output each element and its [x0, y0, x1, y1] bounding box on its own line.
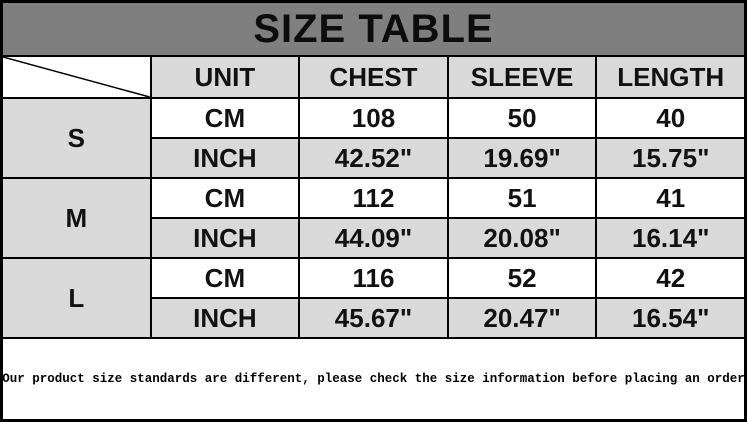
cell-l-cm-length: 42: [597, 259, 744, 297]
size-disclaimer-note: Our product size standards are different…: [2, 339, 745, 419]
size-table-title: SIZE TABLE: [3, 3, 744, 55]
row-header-size-s: S: [3, 99, 150, 177]
column-header-length: LENGTH: [597, 57, 744, 97]
column-header-sleeve: SLEEVE: [448, 57, 596, 97]
cell-s-inch-chest: 42.52": [300, 139, 447, 177]
cell-m-inch-unit: INCH: [151, 219, 299, 257]
cell-m-inch-sleeve: 20.08": [448, 219, 596, 257]
cell-s-cm-unit: CM: [151, 99, 299, 137]
diagonal-line-icon: [3, 57, 150, 97]
cell-l-cm-unit: CM: [151, 259, 299, 297]
cell-s-cm-sleeve: 50: [448, 99, 596, 137]
corner-diagonal-cell: [3, 57, 150, 97]
cell-l-inch-unit: INCH: [151, 299, 299, 337]
cell-m-inch-length: 16.14": [597, 219, 744, 257]
cell-m-cm-chest: 112: [300, 179, 447, 217]
column-header-unit: UNIT: [151, 57, 299, 97]
cell-l-inch-chest: 45.67": [300, 299, 447, 337]
cell-l-inch-sleeve: 20.47": [448, 299, 596, 337]
row-header-size-m: M: [3, 179, 150, 257]
cell-l-cm-sleeve: 52: [448, 259, 596, 297]
cell-l-inch-length: 16.54": [597, 299, 744, 337]
cell-m-cm-length: 41: [597, 179, 744, 217]
cell-l-cm-chest: 116: [300, 259, 447, 297]
column-header-chest: CHEST: [300, 57, 447, 97]
cell-s-inch-unit: INCH: [151, 139, 299, 177]
cell-s-cm-length: 40: [597, 99, 744, 137]
cell-s-inch-length: 15.75": [597, 139, 744, 177]
cell-m-cm-sleeve: 51: [448, 179, 596, 217]
cell-m-cm-unit: CM: [151, 179, 299, 217]
cell-m-inch-chest: 44.09": [300, 219, 447, 257]
row-header-size-l: L: [3, 259, 150, 337]
cell-s-cm-chest: 108: [300, 99, 447, 137]
cell-s-inch-sleeve: 19.69": [448, 139, 596, 177]
